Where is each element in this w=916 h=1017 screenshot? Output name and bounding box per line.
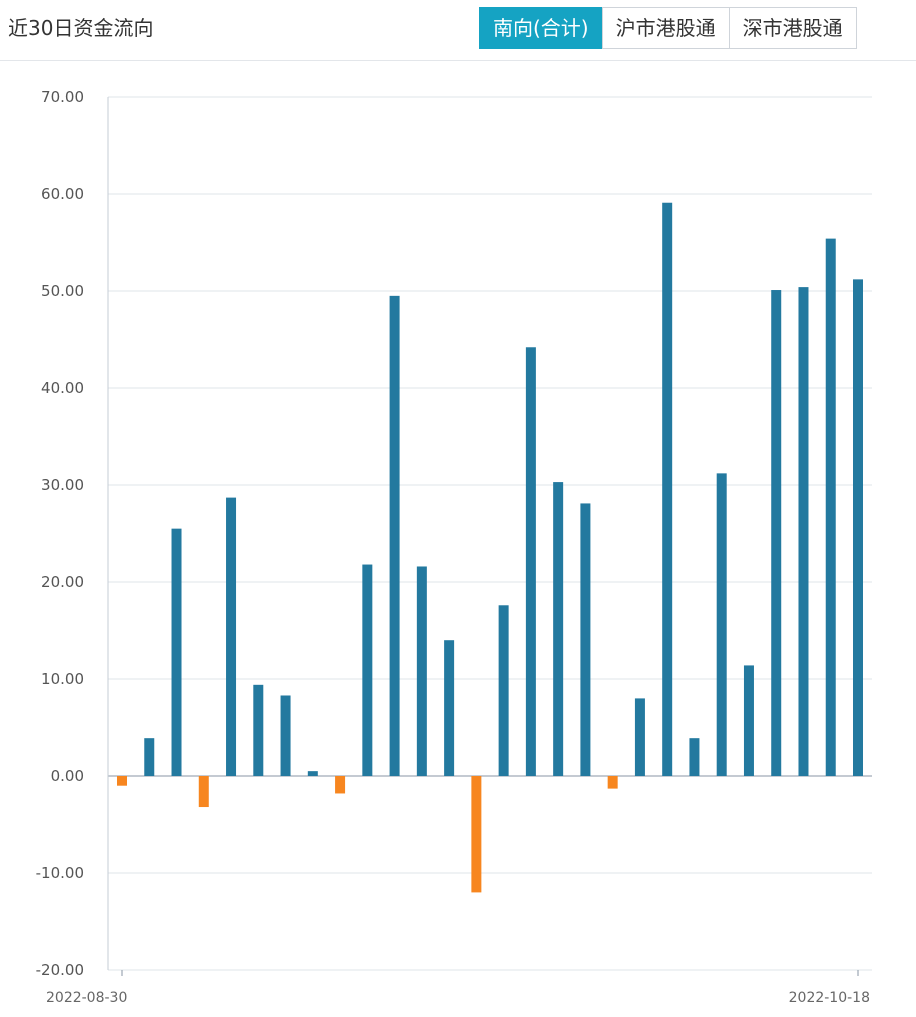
bar[interactable] bbox=[389, 295, 400, 776]
bar[interactable] bbox=[607, 776, 618, 789]
y-tick-label: 40.00 bbox=[41, 379, 84, 397]
bars bbox=[117, 202, 863, 893]
x-tick-label-last: 2022-10-18 bbox=[789, 990, 870, 1006]
bar[interactable] bbox=[634, 698, 645, 776]
tab-group: 南向(合计) 沪市港股通 深市港股通 bbox=[479, 7, 857, 49]
bar[interactable] bbox=[498, 605, 509, 776]
x-tick-label-first: 2022-08-30 bbox=[46, 990, 127, 1006]
bar[interactable] bbox=[553, 482, 564, 776]
bar[interactable] bbox=[853, 279, 863, 776]
bar[interactable] bbox=[798, 287, 809, 776]
tab-shanghai-hk-connect[interactable]: 沪市港股通 bbox=[601, 7, 730, 49]
bar[interactable] bbox=[117, 776, 127, 786]
tab-shenzhen-hk-connect[interactable]: 深市港股通 bbox=[728, 7, 857, 49]
bar[interactable] bbox=[771, 290, 782, 776]
bar[interactable] bbox=[825, 238, 836, 776]
y-tick-label: -20.00 bbox=[36, 961, 84, 979]
page-title: 近30日资金流向 bbox=[8, 16, 154, 40]
y-tick-label: 50.00 bbox=[41, 282, 84, 300]
bar[interactable] bbox=[471, 776, 482, 893]
bar[interactable] bbox=[144, 738, 155, 776]
bar[interactable] bbox=[362, 564, 373, 776]
bar[interactable] bbox=[580, 503, 591, 776]
grid-lines bbox=[108, 96, 872, 971]
bar[interactable] bbox=[226, 497, 237, 776]
y-tick-label: 30.00 bbox=[41, 476, 84, 494]
tab-southbound-total[interactable]: 南向(合计) bbox=[479, 7, 603, 49]
y-tick-label: 70.00 bbox=[41, 88, 84, 106]
x-axis: 2022-08-30 2022-10-18 bbox=[46, 970, 870, 1006]
bar[interactable] bbox=[662, 202, 673, 777]
header: 近30日资金流向 南向(合计) 沪市港股通 深市港股通 bbox=[0, 0, 916, 61]
y-tick-label: 20.00 bbox=[41, 573, 84, 591]
fund-flow-chart: 70.00 60.00 50.00 40.00 30.00 20.00 10.00 0.00 -… bbox=[36, 88, 872, 1006]
bar[interactable] bbox=[743, 665, 754, 776]
y-tick-label: 60.00 bbox=[41, 185, 84, 203]
y-tick-label: 10.00 bbox=[41, 670, 84, 688]
bar[interactable] bbox=[689, 738, 700, 776]
y-tick-label: -10.00 bbox=[36, 864, 84, 882]
bar[interactable] bbox=[525, 347, 536, 776]
bar[interactable] bbox=[171, 528, 182, 776]
bar[interactable] bbox=[335, 776, 346, 794]
y-tick-label: 0.00 bbox=[51, 767, 84, 785]
bar[interactable] bbox=[280, 695, 291, 776]
bar[interactable] bbox=[253, 684, 264, 776]
y-axis: 70.00 60.00 50.00 40.00 30.00 20.00 10.00 0.00 -… bbox=[36, 88, 109, 979]
bar[interactable] bbox=[307, 771, 318, 776]
bar[interactable] bbox=[198, 776, 209, 808]
bar[interactable] bbox=[716, 473, 727, 776]
bar[interactable] bbox=[444, 640, 455, 776]
bar[interactable] bbox=[416, 566, 427, 776]
